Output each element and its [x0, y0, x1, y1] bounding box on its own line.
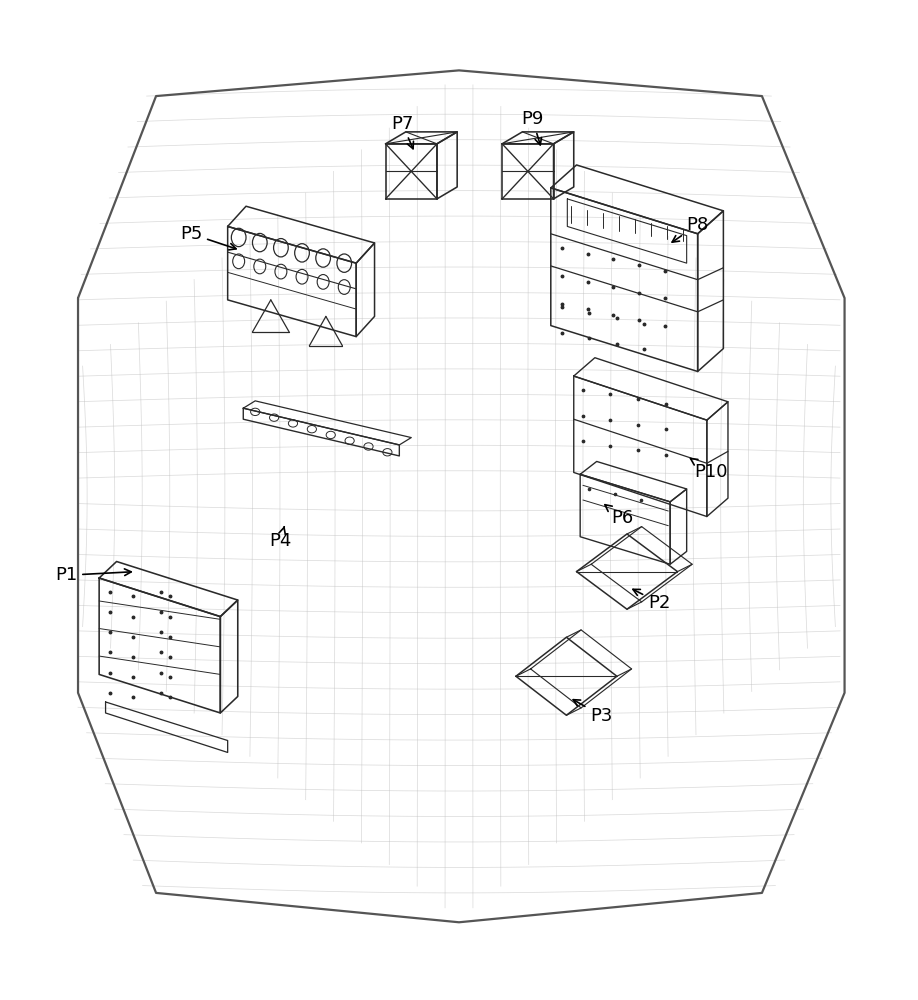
Text: P10: P10	[690, 458, 728, 481]
Text: P5: P5	[180, 225, 236, 250]
Text: P1: P1	[55, 566, 131, 584]
Text: P6: P6	[605, 505, 633, 527]
Text: P4: P4	[269, 527, 291, 550]
Text: P7: P7	[391, 115, 413, 149]
Text: P9: P9	[521, 110, 543, 145]
Text: P8: P8	[672, 216, 709, 242]
Text: P3: P3	[573, 700, 612, 725]
Text: P2: P2	[633, 589, 670, 612]
